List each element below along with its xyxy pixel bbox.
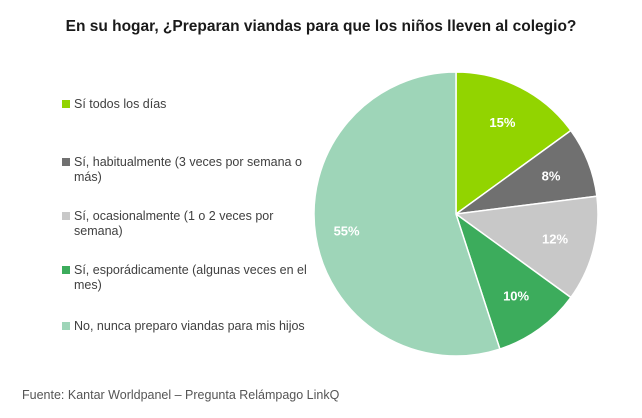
pie-label-nunca: 55% <box>334 223 360 238</box>
pie-label-habitualmente: 8% <box>542 168 561 183</box>
legend-label: Sí, ocasionalmente (1 o 2 veces por sema… <box>74 209 274 238</box>
legend-item-ocasionalmente: Sí, ocasionalmente (1 o 2 veces por sema… <box>62 209 322 239</box>
pie-slice-esporadicamente <box>454 212 572 350</box>
legend-label: No, nunca preparo viandas para mis hijos <box>74 319 305 333</box>
chart-title: En su hogar, ¿Preparan viandas para que … <box>65 18 577 35</box>
legend-label: Sí todos los días <box>74 97 167 111</box>
source-note: Fuente: Kantar Worldpanel – Pregunta Rel… <box>22 388 340 402</box>
legend-item-nunca: No, nunca preparo viandas para mis hijos <box>62 319 322 334</box>
pie-label-todos-los-dias: 15% <box>489 115 515 130</box>
legend-item-todos-los-dias: Sí todos los días <box>62 97 322 112</box>
legend-swatch <box>62 212 70 220</box>
legend-item-esporadicamente: Sí, esporádicamente (algunas veces en el… <box>62 263 322 293</box>
pie-label-ocasionalmente: 12% <box>542 231 568 246</box>
pie-slice-ocasionalmente <box>454 195 599 299</box>
legend-swatch <box>62 100 70 108</box>
legend-label: Sí, esporádicamente (algunas veces en el… <box>74 263 307 292</box>
legend-swatch <box>62 158 70 166</box>
pie-slice-nunca <box>313 71 501 357</box>
legend-label: Sí, habitualmente (3 veces por semana o … <box>74 155 302 184</box>
legend-swatch <box>62 322 70 330</box>
legend-item-habitualmente: Sí, habitualmente (3 veces por semana o … <box>62 155 322 185</box>
pie-slice-todos-los-dias <box>455 71 572 216</box>
pie-label-esporadicamente: 10% <box>503 289 529 304</box>
legend-swatch <box>62 266 70 274</box>
